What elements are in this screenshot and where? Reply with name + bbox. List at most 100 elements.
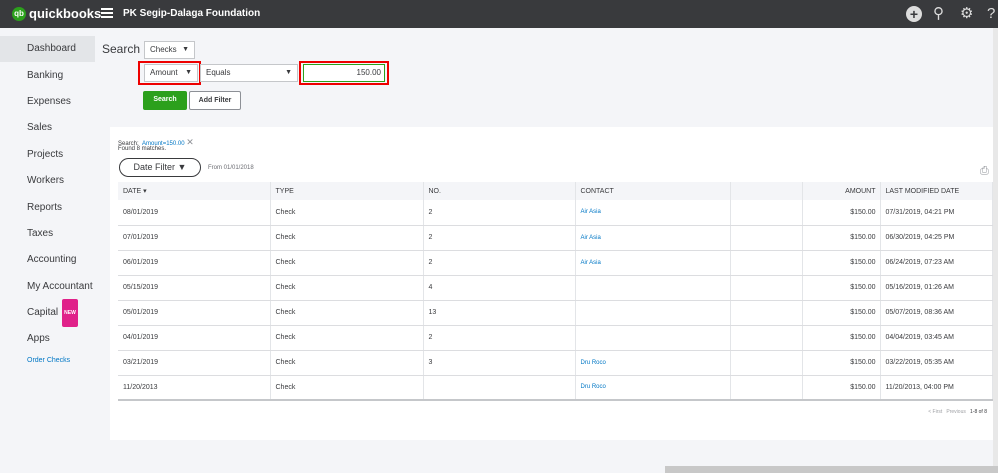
menu-icon[interactable]	[101, 8, 113, 18]
table-cell: 13	[423, 300, 576, 326]
table-cell[interactable]: Air Asia	[575, 225, 731, 251]
table-cell[interactable]: Air Asia	[575, 200, 731, 226]
table-cell: 11/20/2013	[118, 375, 271, 401]
column-header[interactable]: DATE ▾	[118, 182, 271, 200]
search-button[interactable]: Search	[143, 91, 187, 110]
qb-logo-icon: qb	[12, 6, 26, 21]
column-header[interactable]: TYPE	[270, 182, 424, 200]
table-cell: $150.00	[802, 325, 881, 351]
results-panel: Search: Amount=150.00 ✕ Found 8 matches.…	[110, 127, 995, 440]
column-header[interactable]	[730, 182, 803, 200]
add-filter-button[interactable]: Add Filter	[189, 91, 241, 110]
first-page-link[interactable]: < First	[928, 409, 943, 415]
column-header[interactable]: LAST MODIFIED DATE	[880, 182, 993, 200]
table-cell: 07/01/2019	[118, 225, 271, 251]
sidebar: Dashboard Banking Expenses Sales Project…	[0, 36, 95, 364]
sidebar-item-dashboard[interactable]: Dashboard	[0, 36, 95, 63]
sidebar-item-projects[interactable]: Projects	[27, 148, 64, 160]
sidebar-item-reports[interactable]: Reports	[27, 201, 63, 213]
table-row[interactable]: 11/20/2013 Check Dru Roco $150.00 11/20/2013…	[118, 375, 993, 401]
search-icon[interactable]: ⚲	[933, 5, 944, 22]
search-term-link[interactable]: Amount=150.00	[142, 141, 185, 147]
table-cell: 2	[423, 250, 576, 276]
table-cell	[730, 250, 803, 276]
sidebar-item-banking[interactable]: Banking	[27, 69, 64, 81]
table-cell: 03/21/2019	[118, 350, 271, 376]
sidebar-item-apps[interactable]: Apps	[27, 333, 50, 345]
scrollbar[interactable]	[993, 28, 998, 473]
table-cell: Check	[270, 250, 424, 276]
operator-select[interactable]: Equals ▼	[200, 64, 298, 82]
gear-icon[interactable]: ⚙	[960, 5, 974, 22]
new-badge: NEW	[62, 299, 78, 328]
table-cell: Check	[270, 325, 424, 351]
print-icon[interactable]: ⎙	[980, 165, 989, 177]
date-range-text: From 01/01/2018	[208, 165, 254, 171]
table-cell: $150.00	[802, 350, 881, 376]
table-cell: Check	[270, 275, 424, 301]
table-row[interactable]: 03/21/2019 Check 3 Dru Roco $150.00 03/22/201…	[118, 350, 993, 376]
column-header[interactable]: CONTACT	[575, 182, 731, 200]
table-cell: Check	[270, 200, 424, 226]
table-cell	[730, 375, 803, 401]
table-cell	[730, 225, 803, 251]
table-cell	[730, 275, 803, 301]
previous-page-link[interactable]: Previous	[946, 409, 966, 415]
table-row[interactable]: 04/01/2019 Check 2 $150.00 04/04/2019, 03:45…	[118, 325, 993, 351]
sort-icon[interactable]: ▾	[141, 188, 147, 195]
search-label: Search	[102, 42, 141, 56]
table-cell	[575, 325, 731, 351]
table-cell: 04/04/2019, 03:45 AM	[880, 325, 993, 351]
field-select[interactable]: Amount ▼	[144, 64, 198, 82]
table-cell	[423, 375, 576, 401]
table-cell	[730, 200, 803, 226]
table-cell: 03/22/2019, 05:35 AM	[880, 350, 993, 376]
table-cell: 4	[423, 275, 576, 301]
quickbooks-logo[interactable]: qb quickbooks	[12, 6, 101, 21]
plus-icon[interactable]: +	[906, 6, 922, 22]
value-input[interactable]: 150.00	[303, 64, 385, 82]
table-cell[interactable]: Dru Roco	[575, 375, 731, 401]
table-row[interactable]: 08/01/2019 Check 2 Air Asia $150.00 07/31/201…	[118, 200, 993, 226]
type-select[interactable]: Checks ▼	[144, 41, 195, 59]
table-cell: 05/16/2019, 01:26 AM	[880, 275, 993, 301]
help-icon[interactable]: ?	[987, 5, 996, 22]
table-row[interactable]: 07/01/2019 Check 2 Air Asia $150.00 06/30/201…	[118, 225, 993, 251]
order-checks-link[interactable]: Order Checks	[27, 356, 71, 364]
table-cell: 07/31/2019, 04:21 PM	[880, 200, 993, 226]
table-cell: 05/01/2019	[118, 300, 271, 326]
table-row[interactable]: 05/15/2019 Check 4 $150.00 05/16/2019, 01:26…	[118, 275, 993, 301]
table-cell	[575, 275, 731, 301]
table-cell: 06/24/2019, 07:23 AM	[880, 250, 993, 276]
clear-search-icon[interactable]: ✕	[186, 137, 194, 147]
horizontal-scrollbar[interactable]	[665, 466, 998, 473]
table-cell: $150.00	[802, 200, 881, 226]
date-filter-button[interactable]: Date Filter ▼	[119, 158, 201, 177]
table-cell: 06/30/2019, 04:25 PM	[880, 225, 993, 251]
sidebar-item-taxes[interactable]: Taxes	[27, 227, 54, 239]
company-name: PK Segip-Dalaga Foundation	[123, 8, 261, 19]
table-row[interactable]: 06/01/2019 Check 2 Air Asia $150.00 06/24/201…	[118, 250, 993, 276]
sidebar-item-expenses[interactable]: Expenses	[27, 95, 71, 107]
results-table: DATE ▾ TYPE NO. CONTACT AMOUNT LAST MODIFIED …	[118, 182, 993, 401]
table-row[interactable]: 05/01/2019 Check 13 $150.00 05/07/2019, 08:3…	[118, 300, 993, 326]
sidebar-item-capital[interactable]: Capital NEW	[0, 299, 95, 328]
column-header[interactable]: NO.	[423, 182, 576, 200]
top-bar: qb quickbooks PK Segip-Dalaga Foundation …	[0, 0, 998, 28]
table-cell: $150.00	[802, 375, 881, 401]
table-cell: Check	[270, 300, 424, 326]
table-cell: 08/01/2019	[118, 200, 271, 226]
table-cell	[730, 350, 803, 376]
table-cell: 04/01/2019	[118, 325, 271, 351]
table-cell: 05/15/2019	[118, 275, 271, 301]
table-cell: $150.00	[802, 300, 881, 326]
table-cell[interactable]: Air Asia	[575, 250, 731, 276]
pagination: < First Previous 1-8 of 8	[928, 409, 987, 415]
sidebar-item-workers[interactable]: Workers	[27, 175, 65, 187]
sidebar-item-my-accountant[interactable]: My Accountant	[27, 280, 93, 292]
table-cell[interactable]: Dru Roco	[575, 350, 731, 376]
sidebar-item-sales[interactable]: Sales	[27, 122, 53, 134]
sidebar-item-accounting[interactable]: Accounting	[27, 254, 77, 266]
table-cell: Check	[270, 350, 424, 376]
column-header[interactable]: AMOUNT	[802, 182, 881, 200]
